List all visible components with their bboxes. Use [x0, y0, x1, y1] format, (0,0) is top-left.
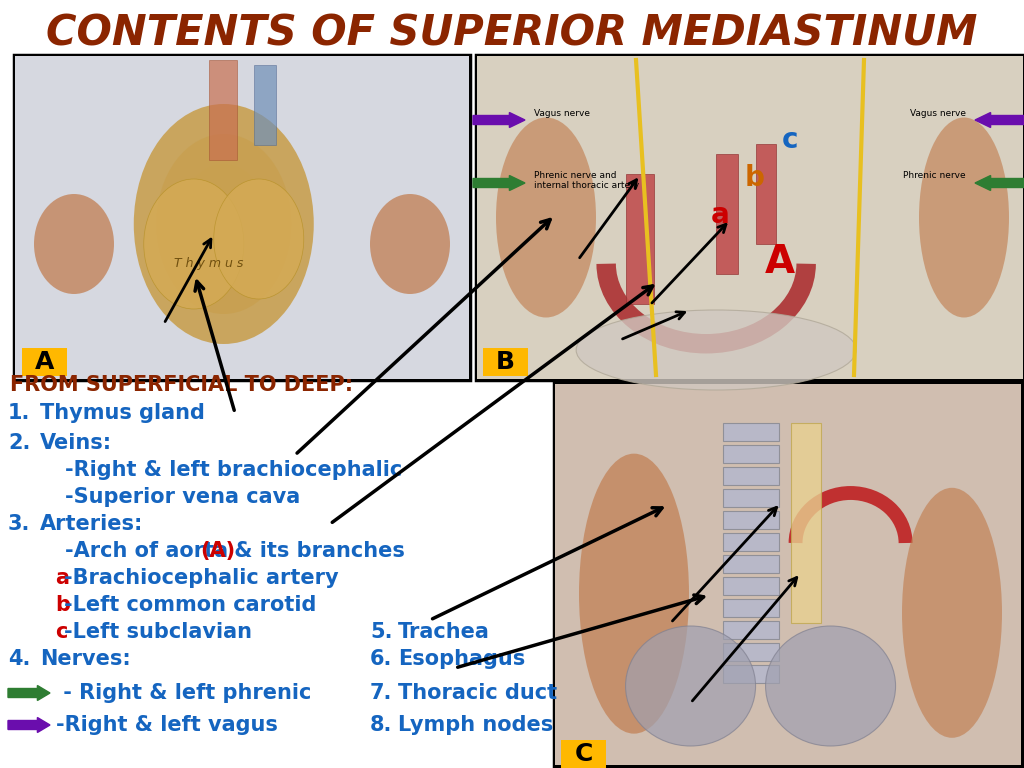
FancyArrow shape: [975, 112, 1024, 127]
Text: Arteries:: Arteries:: [40, 514, 143, 534]
Text: CONTENTS OF SUPERIOR MEDIASTINUM: CONTENTS OF SUPERIOR MEDIASTINUM: [46, 12, 978, 54]
Text: Thoracic duct: Thoracic duct: [398, 683, 557, 703]
Text: c: c: [781, 126, 799, 154]
Text: c: c: [55, 622, 68, 642]
Bar: [554, 383, 1022, 766]
Bar: [254, 65, 275, 145]
Text: A: A: [765, 243, 795, 281]
Text: A: A: [35, 350, 54, 374]
Text: Phrenic nerve and: Phrenic nerve and: [534, 170, 616, 180]
Bar: [22, 348, 67, 376]
Bar: [723, 577, 778, 595]
Text: -Right & left brachiocephalic: -Right & left brachiocephalic: [65, 460, 402, 480]
Bar: [723, 423, 778, 441]
Bar: [555, 384, 1021, 765]
Ellipse shape: [902, 488, 1002, 738]
Text: 8.: 8.: [370, 715, 392, 735]
Text: a: a: [55, 568, 69, 588]
Text: Thymus gland: Thymus gland: [40, 403, 205, 423]
Bar: [723, 555, 778, 573]
Bar: [723, 621, 778, 639]
Text: 6.: 6.: [370, 649, 392, 669]
Text: - Right & left phrenic: - Right & left phrenic: [56, 683, 311, 703]
Bar: [791, 423, 820, 623]
Bar: [561, 740, 606, 768]
Text: T h y m u s: T h y m u s: [174, 257, 244, 270]
FancyArrow shape: [473, 176, 525, 190]
Bar: [723, 599, 778, 617]
Text: 7.: 7.: [370, 683, 392, 703]
Text: -Right & left vagus: -Right & left vagus: [56, 715, 278, 735]
Bar: [756, 144, 776, 243]
Text: & its branches: & its branches: [227, 541, 404, 561]
Text: -Superior vena cava: -Superior vena cava: [65, 487, 300, 507]
FancyArrow shape: [8, 686, 50, 700]
Text: Phrenic nerve: Phrenic nerve: [903, 170, 966, 180]
Text: Lymph nodes: Lymph nodes: [398, 715, 553, 735]
Bar: [723, 511, 778, 529]
Bar: [483, 348, 528, 376]
Bar: [723, 467, 778, 485]
Bar: [477, 56, 1023, 379]
Text: 2.: 2.: [8, 433, 31, 453]
Text: 4.: 4.: [8, 649, 31, 669]
Ellipse shape: [496, 118, 596, 317]
Bar: [723, 665, 778, 683]
Text: 5.: 5.: [370, 622, 392, 642]
Text: -Arch of aorta: -Arch of aorta: [65, 541, 236, 561]
Text: -Left common carotid: -Left common carotid: [63, 595, 316, 615]
Bar: [626, 174, 654, 304]
Bar: [716, 154, 738, 273]
Text: Nerves:: Nerves:: [40, 649, 131, 669]
Bar: [209, 60, 237, 160]
Bar: [723, 643, 778, 661]
Text: Trachea: Trachea: [398, 622, 489, 642]
Ellipse shape: [370, 194, 450, 294]
Ellipse shape: [919, 118, 1009, 317]
Text: -Brachiocephalic artery: -Brachiocephalic artery: [63, 568, 339, 588]
FancyArrow shape: [975, 176, 1024, 190]
Text: Esophagus: Esophagus: [398, 649, 525, 669]
Ellipse shape: [626, 626, 756, 746]
Text: -Left subclavian: -Left subclavian: [63, 622, 252, 642]
Bar: [15, 56, 469, 379]
Text: Veins:: Veins:: [40, 433, 112, 453]
Text: b: b: [745, 164, 765, 192]
Text: a: a: [711, 201, 729, 229]
Text: 3.: 3.: [8, 514, 31, 534]
Text: FROM SUPERFICIAL TO DEEP:: FROM SUPERFICIAL TO DEEP:: [10, 375, 353, 395]
Ellipse shape: [766, 626, 896, 746]
Ellipse shape: [143, 179, 244, 309]
Bar: [723, 533, 778, 551]
Text: C: C: [574, 742, 593, 766]
Bar: [723, 489, 778, 507]
FancyArrow shape: [473, 112, 525, 127]
Ellipse shape: [179, 164, 268, 284]
Text: Vagus nerve: Vagus nerve: [910, 108, 966, 118]
Text: (A): (A): [200, 541, 236, 561]
Ellipse shape: [579, 454, 689, 733]
Text: 1.: 1.: [8, 403, 31, 423]
Ellipse shape: [34, 194, 114, 294]
Text: B: B: [496, 350, 515, 374]
Ellipse shape: [157, 134, 291, 314]
Ellipse shape: [577, 310, 856, 390]
Text: Vagus nerve: Vagus nerve: [534, 108, 590, 118]
Bar: [476, 55, 1024, 380]
Ellipse shape: [214, 179, 304, 299]
Text: b: b: [55, 595, 70, 615]
Text: internal thoracic artery: internal thoracic artery: [534, 180, 639, 190]
Bar: [14, 55, 470, 380]
FancyArrow shape: [8, 717, 50, 733]
Bar: [723, 445, 778, 463]
Ellipse shape: [134, 104, 313, 344]
